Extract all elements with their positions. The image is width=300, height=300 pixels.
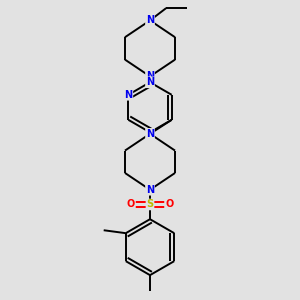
Text: N: N xyxy=(146,77,154,87)
Text: N: N xyxy=(124,90,132,100)
Text: S: S xyxy=(146,200,154,209)
Text: N: N xyxy=(146,15,154,26)
Text: N: N xyxy=(146,71,154,81)
Text: N: N xyxy=(146,129,154,139)
Text: O: O xyxy=(165,200,173,209)
Text: N: N xyxy=(146,185,154,195)
Text: O: O xyxy=(127,200,135,209)
